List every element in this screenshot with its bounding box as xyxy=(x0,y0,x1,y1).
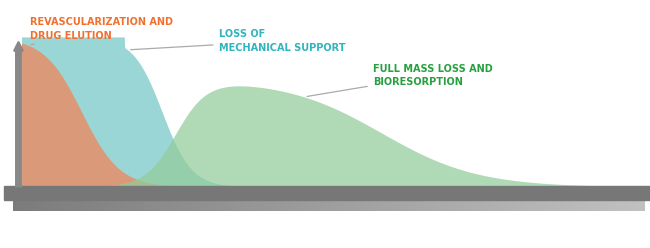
Bar xyxy=(5,186,650,200)
Text: LOSS OF
MECHANICAL SUPPORT: LOSS OF MECHANICAL SUPPORT xyxy=(131,30,345,53)
Text: FULL MASS LOSS AND
BIORESORPTION: FULL MASS LOSS AND BIORESORPTION xyxy=(307,64,493,96)
Text: REVASCULARIZATION AND
DRUG ELUTION: REVASCULARIZATION AND DRUG ELUTION xyxy=(30,17,173,45)
